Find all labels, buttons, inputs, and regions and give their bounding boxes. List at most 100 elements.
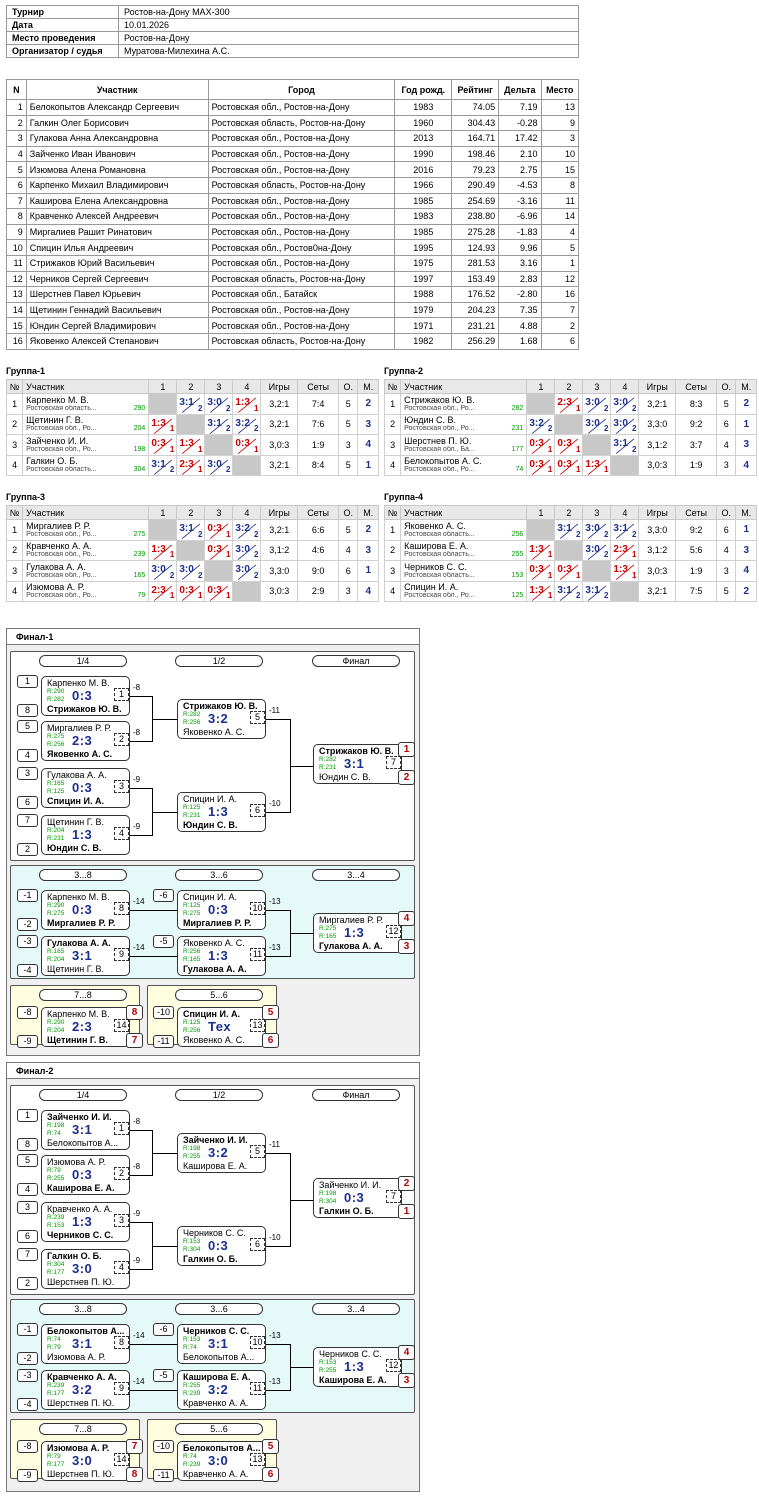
group-score: 1:3 1 [177, 435, 204, 455]
group-header: № [383, 505, 402, 520]
group-score-value: 3:0 [151, 564, 166, 575]
group-score-cell: 1:3 1 [610, 560, 640, 582]
match-score: 0:3 [208, 902, 229, 917]
group-player-name: Галкин О. Б. [26, 456, 78, 467]
match-player2: Изюмова А. Р. [47, 1352, 106, 1362]
match-player2: Шерстнев П. Ю. [47, 1469, 115, 1479]
info-value: Ростов-на-Дону [118, 31, 579, 45]
group-score-value: 1:3 [235, 397, 250, 408]
participant-cell: 11 [540, 192, 580, 210]
group-score: 0:3 1 [205, 520, 232, 540]
participant-row: 5 Изюмова Алена Романовна Ростовская обл.,… [6, 161, 580, 178]
group-score: 3:1 2 [177, 520, 204, 540]
match-box: Стрижаков Ю. В. R:282 R:231 3:1 7 Юндин С. В. [313, 744, 402, 784]
seed-box: -10 [153, 1006, 174, 1019]
match-rating2: R:231 [319, 764, 337, 771]
group-score-value: 0:3 [207, 543, 222, 555]
final-place-box: 3 [398, 939, 415, 954]
bracket-line [130, 741, 152, 742]
group-player-rating: 231 [511, 425, 524, 432]
match-rating1: R:198 [183, 1145, 201, 1152]
group-score: 3:1 2 [205, 415, 232, 435]
bracket-line [266, 1153, 290, 1154]
group-score-points: 2 [603, 424, 609, 433]
group-score-cell: 3:0 2 [582, 519, 612, 541]
group-score: 1:3 1 [233, 394, 260, 414]
group-header: Игры [638, 505, 677, 520]
match-player1: Карпенко М. В. [47, 678, 110, 688]
group-points: 4 [716, 539, 737, 561]
group-sets: 6:6 [297, 519, 340, 541]
participants-header: Рейтинг [451, 79, 500, 100]
group-sets: 9:2 [675, 413, 718, 435]
participant-cell: 1988 [394, 286, 453, 303]
group-score-cell: 3:1 2 [554, 519, 584, 541]
seed-box: 5 [17, 1154, 38, 1167]
seed-box: 5 [17, 720, 38, 733]
group-self-cell [526, 393, 556, 415]
loser-link: -9 [133, 1256, 141, 1265]
match-score: 3:1 [344, 756, 365, 771]
participant-cell: 275.28 [451, 223, 500, 241]
group-score-points: 2 [632, 444, 637, 454]
match-rating2: R:231 [47, 835, 65, 842]
participant-cell: 3 [6, 130, 27, 147]
group-row-number: 3 [5, 560, 24, 582]
group-player-name: Кравченко А. А. [26, 541, 92, 552]
loser-link: -13 [269, 1331, 281, 1340]
group-score-value: 3:1 [613, 523, 628, 534]
group-row-number: 1 [383, 393, 402, 415]
match-rating1: R:79 [47, 1167, 61, 1174]
info-value: 10.01.2026 [118, 18, 579, 32]
match-score: 3:2 [72, 1382, 93, 1397]
match-rating2: R:177 [47, 1461, 65, 1468]
group-place: 4 [735, 454, 757, 476]
match-player2: Яковенко А. С. [183, 1035, 245, 1045]
group-score-points: 1 [197, 465, 203, 474]
match-player2: Кравченко А. А. [183, 1398, 249, 1408]
participant-cell: 16 [6, 332, 27, 350]
group-score: 0:3 1 [527, 456, 554, 476]
group-score-value: 3:1 [557, 523, 572, 534]
match-number: 7 [386, 756, 401, 769]
match-score: 0:3 [208, 1238, 229, 1253]
group-points: 6 [338, 560, 359, 582]
participant-cell: 1985 [394, 192, 453, 210]
group-score-cell: 0:3 1 [526, 434, 556, 456]
participant-cell: 1975 [394, 254, 453, 272]
round-label: 1/2 [175, 655, 263, 667]
group-header: М. [735, 505, 757, 520]
participant-cell: 2.10 [498, 145, 542, 163]
group-sets: 5:6 [675, 539, 718, 561]
group-score-points: 2 [197, 529, 203, 539]
group-score-cell: 3:0 2 [610, 413, 640, 435]
match-number: 1 [114, 1122, 129, 1135]
participant-cell: Ростовская обл., Ростов-на-Дону [207, 99, 396, 116]
match-box: Карпенко М. В. R:290 R:275 0:3 8 Миргалиев Р.… [41, 890, 130, 930]
match-box: Спицин И. А. R:125 R:256 Тех 13 Яковенко А. С… [177, 1007, 266, 1047]
match-rating2: R:79 [47, 1344, 61, 1351]
match-box: Изюмова А. Р. R:79 R:255 0:3 2 Каширова Е. А. [41, 1155, 130, 1195]
group-row: 4 Спицин И. А. Ростовская обл., Ро... 125 1:… [383, 580, 757, 602]
participant-cell: 7.19 [498, 99, 542, 116]
match-score: 0:3 [72, 780, 93, 795]
group-self-cell [610, 580, 640, 602]
group-header: 2 [554, 505, 584, 520]
group-score: 2:3 1 [149, 582, 176, 602]
group-sets: 7:4 [297, 393, 340, 415]
match-box: Щетинин Г. В. R:204 R:231 1:3 4 Юндин С. В. [41, 815, 130, 855]
participant-cell: Зайченко Иван Иванович [25, 145, 209, 163]
participant-cell: Каширова Елена Александровна [25, 192, 209, 210]
group-score: 1:3 1 [527, 541, 554, 561]
group-score-cell: 3:0 2 [610, 393, 640, 415]
match-score: 0:3 [344, 1190, 365, 1205]
group-place: 3 [735, 434, 757, 456]
group-score-cell: 1:3 1 [232, 393, 262, 415]
match-number: 6 [250, 1238, 265, 1251]
participant-cell: 290.49 [451, 176, 500, 194]
match-player2: Щетинин Г. В. [47, 1035, 108, 1045]
group-score-value: 1:3 [179, 438, 194, 449]
match-score: 1:3 [344, 925, 365, 940]
group-sets: 1:9 [675, 560, 718, 582]
group-score-points: 1 [547, 550, 553, 559]
